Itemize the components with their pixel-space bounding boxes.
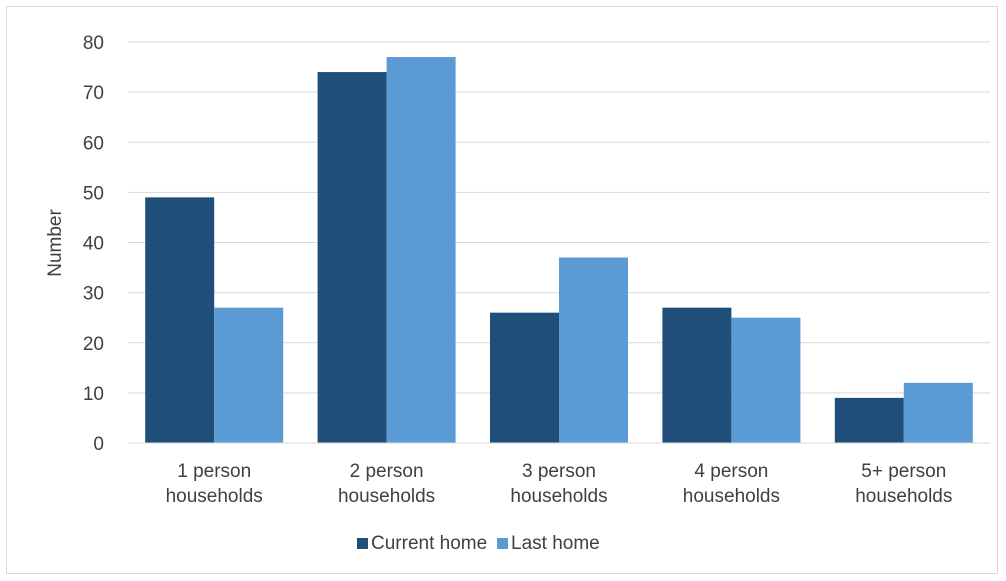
y-tick-label: 10 bbox=[83, 384, 104, 405]
bar-current-home bbox=[662, 307, 732, 443]
bar-last-home bbox=[559, 257, 628, 443]
y-axis-title: Number bbox=[45, 209, 66, 277]
legend: Current home Last home bbox=[357, 533, 600, 554]
legend-label: Current home bbox=[371, 533, 487, 554]
y-tick-label: 30 bbox=[83, 284, 104, 305]
x-tick-label: 5+ person bbox=[861, 461, 946, 482]
bars bbox=[145, 57, 973, 443]
x-axis-ticks: 1 person households 2 person households 3 pe… bbox=[166, 461, 953, 507]
bar-last-home bbox=[903, 382, 973, 443]
x-tick-label: 2 person bbox=[350, 461, 424, 482]
y-tick-label: 70 bbox=[83, 83, 104, 104]
bar-last-home bbox=[386, 57, 456, 443]
x-tick-label: households bbox=[855, 486, 952, 507]
y-tick-label: 20 bbox=[83, 334, 104, 355]
bar-current-home bbox=[834, 397, 904, 443]
x-tick-label: households bbox=[338, 486, 435, 507]
bar-last-home bbox=[214, 307, 284, 443]
legend-label: Last home bbox=[511, 533, 600, 554]
bar-current-home bbox=[145, 197, 215, 443]
x-tick-label: 4 person bbox=[694, 461, 768, 482]
legend-swatch bbox=[497, 538, 508, 549]
y-tick-label: 50 bbox=[83, 183, 104, 204]
y-axis-ticks: 0 10 20 30 40 50 60 70 80 bbox=[83, 33, 104, 455]
x-tick-label: 1 person bbox=[177, 461, 251, 482]
y-tick-label: 0 bbox=[93, 434, 104, 455]
y-tick-label: 80 bbox=[83, 33, 104, 54]
x-tick-label: households bbox=[683, 486, 780, 507]
bar-current-home bbox=[490, 312, 559, 443]
bar-last-home bbox=[731, 317, 801, 443]
x-tick-label: households bbox=[166, 486, 263, 507]
x-tick-label: households bbox=[510, 486, 607, 507]
y-tick-label: 60 bbox=[83, 133, 104, 154]
legend-swatch bbox=[357, 538, 368, 549]
x-tick-label: 3 person bbox=[522, 461, 596, 482]
bar-current-home bbox=[317, 72, 387, 443]
y-tick-label: 40 bbox=[83, 234, 104, 255]
